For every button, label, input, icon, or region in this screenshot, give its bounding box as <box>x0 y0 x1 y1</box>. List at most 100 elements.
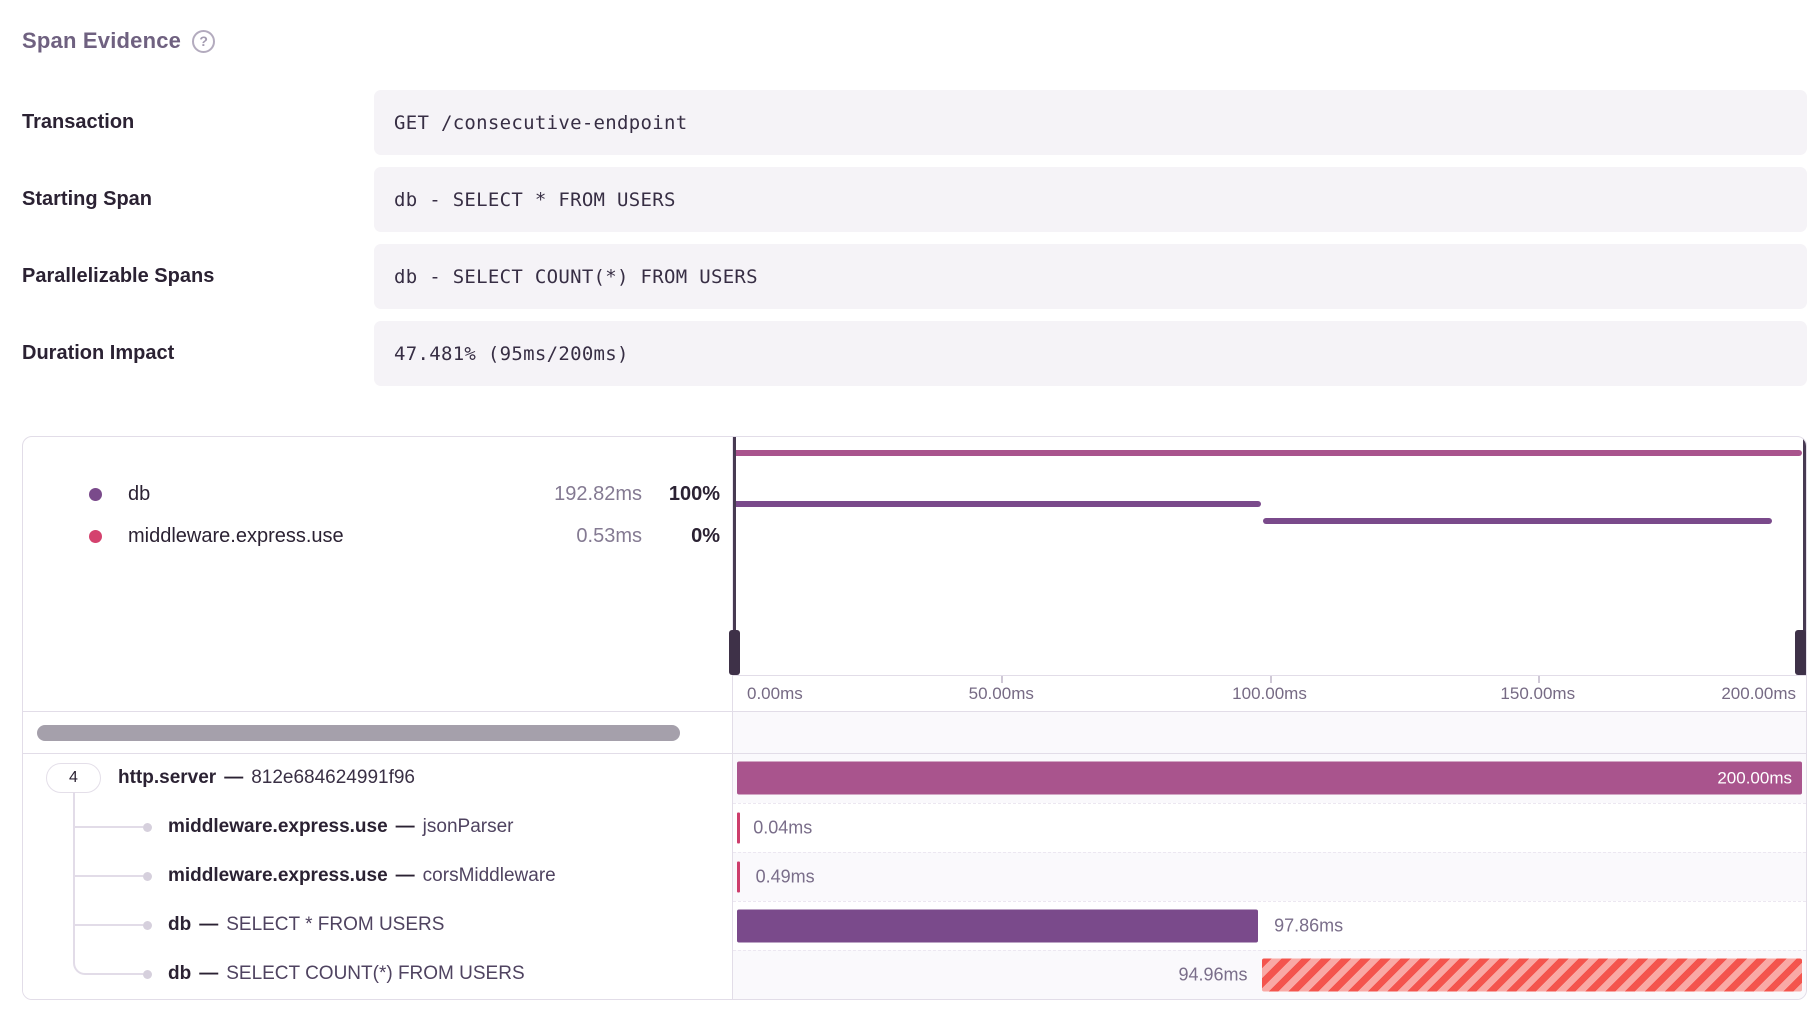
axis-spacer <box>23 675 733 712</box>
tree-scrollbar <box>23 712 733 753</box>
row-label: Parallelizable Spans <box>22 265 215 287</box>
span-duration-bar[interactable] <box>737 812 740 844</box>
duration-label: 200.00ms <box>1717 768 1792 788</box>
span-description: corsMiddleware <box>422 865 556 887</box>
span-row-http-server: 4 http.server — 812e684624991f96 200.00ms <box>23 753 1806 803</box>
tree-connector <box>74 826 143 829</box>
series-name: db <box>128 482 151 505</box>
span-tree-cell[interactable]: db — SELECT COUNT(*) FROM USERS <box>23 949 733 999</box>
span-row-jsonparser: middleware.express.use — jsonParser 0.04ms <box>23 802 1806 852</box>
span-description: SELECT * FROM USERS <box>226 914 445 936</box>
span-tree-cell[interactable]: db — SELECT * FROM USERS <box>23 900 733 950</box>
series-color-dot <box>89 487 102 501</box>
span-tree-cell[interactable]: middleware.express.use — corsMiddleware <box>23 851 733 901</box>
legend: db 192.82ms 100% middleware.express.use … <box>23 437 733 676</box>
duration-label: 0.04ms <box>753 817 813 838</box>
span-duration-bar[interactable]: 200.00ms <box>737 761 1802 795</box>
panel-header: Span Evidence ? <box>22 28 216 54</box>
span-description: SELECT COUNT(*) FROM USERS <box>226 963 525 985</box>
axis-label: 100.00ms <box>1232 684 1307 704</box>
separator: — <box>199 963 219 985</box>
help-icon[interactable]: ? <box>192 29 216 53</box>
axis-label: 50.00ms <box>968 684 1034 704</box>
scrollbar-band <box>23 712 1806 754</box>
span-row-db-count: db — SELECT COUNT(*) FROM USERS 94.96ms <box>23 949 1806 999</box>
span-op: db <box>168 914 192 936</box>
minimap-left-guide <box>733 437 736 676</box>
series-color-dot <box>89 529 102 543</box>
span-duration-bar[interactable] <box>737 909 1259 943</box>
minimap-left-drag-handle[interactable] <box>729 630 740 676</box>
separator: — <box>395 865 415 887</box>
card-top: db 192.82ms 100% middleware.express.use … <box>23 437 1806 676</box>
minimap-span <box>733 450 1802 456</box>
waterfall-track: 0.49ms <box>737 853 1802 901</box>
evidence-row-duration-impact: Duration Impact 47.481% (95ms/200ms) <box>22 321 1807 386</box>
waterfall-track: 97.86ms <box>737 902 1802 950</box>
series-percent: 100% <box>668 482 720 505</box>
span-tree-cell[interactable]: 4 http.server — 812e684624991f96 <box>23 753 733 803</box>
axis-tick <box>1537 676 1540 684</box>
evidence-row-transaction: Transaction GET /consecutive-endpoint <box>22 90 1807 155</box>
scrollbar-spacer <box>733 712 1806 753</box>
span-waterfall-card: db 192.82ms 100% middleware.express.use … <box>22 436 1807 1000</box>
tree-node-dot <box>143 969 152 979</box>
waterfall-cell: 200.00ms <box>733 753 1806 803</box>
axis-tick <box>1269 676 1272 684</box>
span-title: db — SELECT COUNT(*) FROM USERS <box>168 963 525 985</box>
row-label: Duration Impact <box>22 342 175 364</box>
span-tree: 4 http.server —812e684624991f96 200.00ms … <box>23 753 1806 999</box>
minimap-span <box>733 501 1262 507</box>
legend-item-db[interactable]: db 192.82ms 100% <box>23 473 732 515</box>
row-label: Transaction <box>22 111 135 133</box>
span-description: 812e684624991f96 <box>251 767 415 789</box>
span-row-corsmiddleware: middleware.express.use — corsMiddleware 0.… <box>23 851 1806 901</box>
time-axis-band: 0.00ms 50.00ms 100.00ms 150.00ms 200.00m… <box>23 675 1806 713</box>
span-count-badge[interactable]: 4 <box>46 763 101 794</box>
page-title: Span Evidence <box>22 28 182 53</box>
series-duration: 192.82ms <box>554 482 642 505</box>
span-title: middleware.express.use — corsMiddleware <box>168 865 556 887</box>
minimap-right-drag-handle[interactable] <box>1795 630 1806 676</box>
separator: — <box>199 914 219 936</box>
span-op: http.server <box>118 767 217 789</box>
waterfall-track: 200.00ms <box>737 754 1802 803</box>
row-value: db - SELECT COUNT(*) FROM USERS <box>374 244 1807 309</box>
span-tree-cell[interactable]: middleware.express.use — jsonParser <box>23 802 733 852</box>
duration-label: 0.49ms <box>755 866 815 887</box>
legend-item-middleware[interactable]: middleware.express.use 0.53ms 0% <box>23 515 732 557</box>
waterfall-cell: 0.04ms <box>733 802 1806 852</box>
row-label: Starting Span <box>22 188 153 210</box>
waterfall-cell: 97.86ms <box>733 900 1806 950</box>
series-name: middleware.express.use <box>128 524 344 547</box>
tree-node-dot <box>143 920 152 930</box>
span-title: http.server — 812e684624991f96 <box>118 767 415 789</box>
waterfall-cell: 94.96ms <box>733 949 1806 999</box>
series-duration: 0.53ms <box>576 524 642 547</box>
minimap-span <box>1263 518 1773 524</box>
waterfall-cell: 0.49ms <box>733 851 1806 901</box>
evidence-row-starting-span: Starting Span db - SELECT * FROM USERS <box>22 167 1807 232</box>
axis-label: 200.00ms <box>1721 684 1796 704</box>
evidence-row-parallelizable-spans: Parallelizable Spans db - SELECT COUNT(*… <box>22 244 1807 309</box>
minimap-span-bars[interactable] <box>733 437 1802 675</box>
waterfall-track: 94.96ms <box>737 951 1802 999</box>
span-duration-bar[interactable] <box>1261 958 1802 992</box>
row-value: GET /consecutive-endpoint <box>374 90 1807 155</box>
span-duration-bar[interactable] <box>737 861 740 893</box>
span-row-db-select: db — SELECT * FROM USERS 97.86ms <box>23 900 1806 950</box>
row-value: 47.481% (95ms/200ms) <box>374 321 1807 386</box>
row-value: db - SELECT * FROM USERS <box>374 167 1807 232</box>
span-op: middleware.express.use <box>168 816 388 838</box>
separator: — <box>224 767 244 789</box>
tree-connector <box>73 791 75 803</box>
tree-connector <box>87 972 143 975</box>
trace-minimap[interactable] <box>729 437 1806 676</box>
scrollbar-thumb[interactable] <box>37 725 680 742</box>
axis-label: 0.00ms <box>747 684 803 704</box>
span-title: middleware.express.use — jsonParser <box>168 816 514 838</box>
duration-label: 94.96ms <box>1178 964 1248 985</box>
span-title: db — SELECT * FROM USERS <box>168 914 444 936</box>
minimap-right-guide <box>1803 437 1806 676</box>
